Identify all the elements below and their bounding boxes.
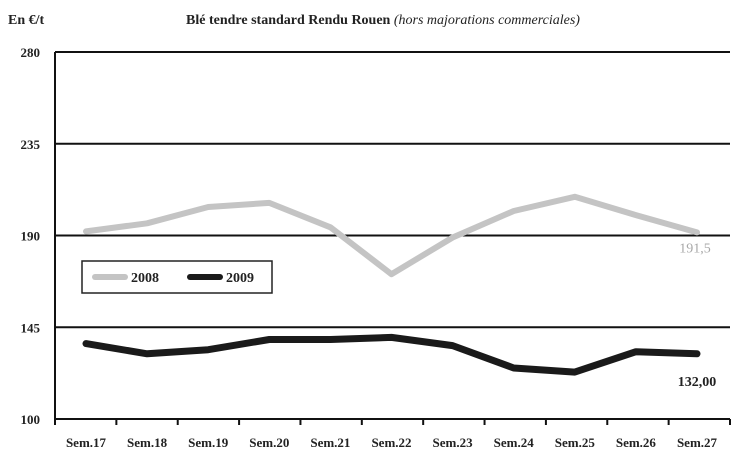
x-tick-label: Sem.24 bbox=[494, 435, 535, 450]
chart-title-main: Blé tendre standard Rendu Rouen bbox=[186, 13, 391, 28]
x-tick-label: Sem.17 bbox=[66, 435, 107, 450]
y-tick-label: 145 bbox=[21, 320, 41, 335]
x-tick-label: Sem.25 bbox=[555, 435, 596, 450]
y-tick-label: 280 bbox=[21, 45, 41, 60]
x-tick-label: Sem.22 bbox=[371, 435, 411, 450]
series-lines bbox=[82, 193, 701, 376]
series-line-2009 bbox=[82, 333, 701, 376]
legend-label-2009: 2009 bbox=[226, 271, 254, 286]
x-tick-label: Sem.18 bbox=[127, 435, 168, 450]
gridlines bbox=[55, 51, 730, 329]
y-tick-labels: 100 145 190 235 280 bbox=[21, 45, 41, 427]
chart-subtitle: (hors majorations commerciales) bbox=[394, 13, 580, 28]
x-axis: Sem.17 Sem.18 Sem.19 Sem.20 Sem.21 Sem.22 Sem.… bbox=[54, 52, 731, 450]
end-label-2009: 132,00 bbox=[678, 375, 717, 390]
x-tick-label: Sem.19 bbox=[188, 435, 229, 450]
y-tick-label: 235 bbox=[21, 137, 41, 152]
x-tick-label: Sem.26 bbox=[616, 435, 657, 450]
end-label-2008: 191,5 bbox=[679, 241, 711, 256]
end-labels: 191,5 132,00 bbox=[678, 241, 717, 389]
x-tick-label: Sem.23 bbox=[433, 435, 474, 450]
x-tick-label: Sem.21 bbox=[310, 435, 350, 450]
y-tick-label: 100 bbox=[21, 412, 41, 427]
x-tick-label: Sem.20 bbox=[249, 435, 289, 450]
legend: 2008 2009 bbox=[81, 260, 273, 294]
x-tick-label: Sem.27 bbox=[677, 435, 718, 450]
chart-title: Blé tendre standard Rendu Rouen (hors ma… bbox=[186, 13, 580, 28]
y-tick-label: 190 bbox=[21, 229, 41, 244]
series-line-2008 bbox=[83, 193, 700, 278]
y-axis-label: En €/t bbox=[8, 13, 45, 28]
legend-label-2008: 2008 bbox=[131, 271, 159, 286]
